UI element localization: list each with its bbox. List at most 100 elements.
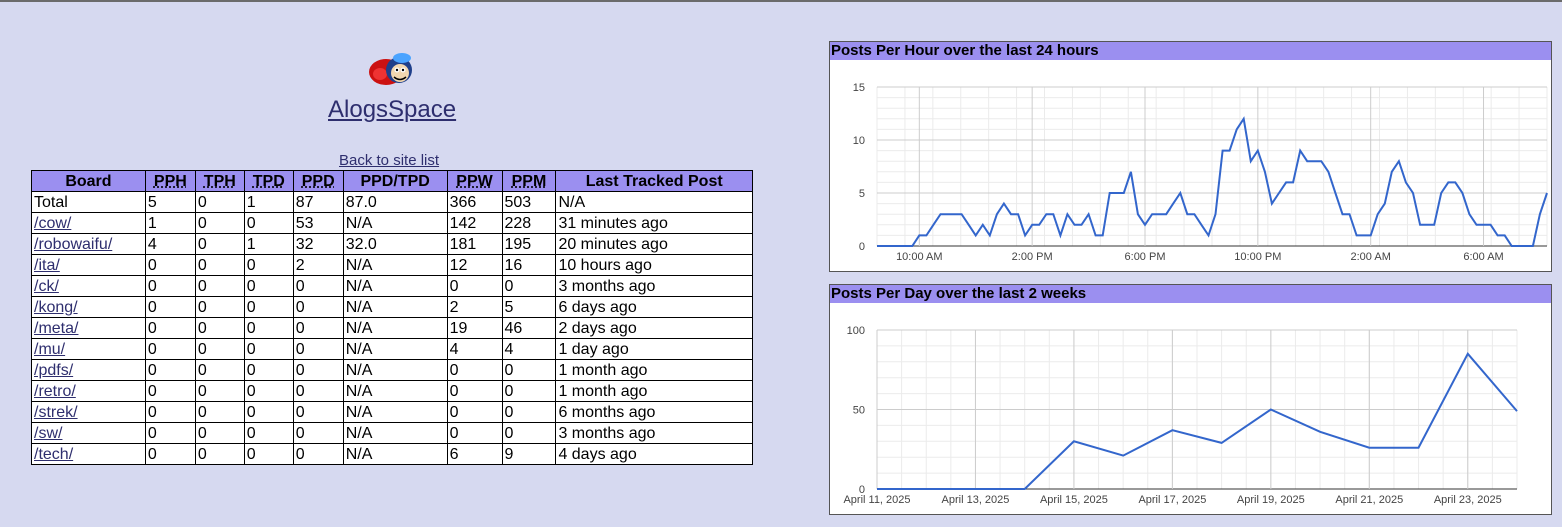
board-link[interactable]: /retro/	[34, 382, 76, 400]
table-cell: 0	[501, 401, 557, 423]
table-cell: 0	[144, 296, 196, 318]
posts-per-day-plot: 0 50 100 April 11, 2025 April 13, 2025 April …	[843, 325, 1518, 506]
board-link[interactable]: /ita/	[34, 256, 60, 274]
board-link[interactable]: /sw/	[34, 424, 63, 442]
table-cell: 0	[446, 275, 503, 297]
table-row: /robowaifu/4 0 1 32 32.0 181 195 20 minutes ago	[31, 233, 753, 255]
header-tpd[interactable]: TPD	[243, 170, 294, 192]
series-line	[877, 352, 1518, 490]
board-link[interactable]: /strek/	[34, 403, 78, 421]
top-border	[0, 0, 1562, 2]
board-link[interactable]: /ck/	[34, 277, 59, 295]
table-cell: /meta/	[31, 317, 146, 339]
board-link[interactable]: /robowaifu/	[34, 235, 113, 253]
table-cell: 0	[194, 296, 245, 318]
table-cell: 4	[501, 338, 557, 360]
table-cell: 1 month ago	[555, 380, 753, 402]
back-to-site-list-link[interactable]: Back to site list	[339, 152, 440, 169]
table-cell: 0	[446, 422, 503, 444]
table-cell: 0	[243, 254, 294, 276]
board-link[interactable]: /kong/	[34, 298, 78, 316]
header-pph[interactable]: PPH	[144, 170, 196, 192]
x-tick-label: April 17, 2025	[1138, 494, 1206, 506]
table-cell: 142	[446, 212, 503, 234]
table-cell: 0	[292, 275, 344, 297]
table-cell: 0	[194, 359, 245, 381]
table-cell: 0	[243, 317, 294, 339]
table-cell: 1	[243, 191, 294, 213]
table-cell: /tech/	[31, 443, 146, 465]
table-cell: 0	[194, 443, 245, 465]
table-cell: 0	[243, 443, 294, 465]
table-cell: 1	[243, 233, 294, 255]
table-cell: 0	[144, 359, 196, 381]
table-cell: N/A	[342, 380, 448, 402]
table-cell: 0	[243, 401, 294, 423]
chart-title: Posts Per Hour over the last 24 hours	[830, 42, 1551, 60]
table-cell: 0	[446, 401, 503, 423]
table-cell: 2	[446, 296, 503, 318]
x-tick-label: April 15, 2025	[1040, 494, 1108, 506]
table-row: /kong/0 0 0 0 N/A 2 5 6 days ago	[31, 296, 753, 318]
table-cell: 0	[292, 380, 344, 402]
header-ppm[interactable]: PPM	[501, 170, 557, 192]
table-cell: 228	[501, 212, 557, 234]
table-cell: 0	[194, 380, 245, 402]
site-title-link[interactable]: AlogsSpace	[328, 96, 457, 123]
table-cell: 0	[144, 401, 196, 423]
header-tph[interactable]: TPH	[194, 170, 245, 192]
table-cell: /strek/	[31, 401, 146, 423]
table-cell: 0	[194, 317, 245, 339]
table-cell: 6	[446, 443, 503, 465]
table-cell: 0	[144, 422, 196, 444]
table-cell: N/A	[342, 275, 448, 297]
table-row: Total 5 0 1 87 87.0 366 503 N/A	[31, 191, 753, 213]
table-cell: 1 day ago	[555, 338, 753, 360]
chart-title: Posts Per Day over the last 2 weeks	[830, 285, 1551, 303]
table-cell: 5	[501, 296, 557, 318]
table-cell: N/A	[342, 317, 448, 339]
x-tick-label: April 13, 2025	[942, 494, 1010, 506]
table-cell: 0	[292, 401, 344, 423]
table-cell: N/A	[342, 296, 448, 318]
table-row: /tech/0 0 0 0 N/A 6 9 4 days ago	[31, 443, 753, 465]
table-cell: 0	[292, 296, 344, 318]
table-cell: 0	[446, 380, 503, 402]
table-cell: 0	[144, 338, 196, 360]
board-link[interactable]: /pdfs/	[34, 361, 74, 379]
x-tick-label: April 21, 2025	[1335, 494, 1403, 506]
table-cell: 32.0	[342, 233, 448, 255]
table-cell: 53	[292, 212, 344, 234]
board-link[interactable]: /tech/	[34, 445, 74, 463]
x-tick-label: April 11, 2025	[843, 494, 910, 506]
table-cell: /sw/	[31, 422, 146, 444]
table-cell: 32	[292, 233, 344, 255]
table-cell: N/A	[342, 443, 448, 465]
table-cell: 20 minutes ago	[555, 233, 753, 255]
x-tick-label: April 19, 2025	[1237, 494, 1305, 506]
board-link[interactable]: /meta/	[34, 319, 79, 337]
board-link[interactable]: /cow/	[34, 214, 72, 232]
table-cell: 16	[501, 254, 557, 276]
mascot-logo-icon[interactable]	[366, 48, 418, 88]
table-cell: 503	[501, 191, 557, 213]
table-cell: N/A	[342, 338, 448, 360]
table-row: /pdfs/0 0 0 0 N/A 0 0 1 month ago	[31, 359, 753, 381]
board-link[interactable]: /mu/	[34, 340, 66, 358]
header-ppd[interactable]: PPD	[292, 170, 344, 192]
x-tick-label: 10:00 AM	[896, 251, 942, 263]
y-tick-label: 15	[853, 82, 865, 94]
table-cell: 4 days ago	[555, 443, 753, 465]
table-cell: /ita/	[31, 254, 146, 276]
table-cell: 0	[292, 338, 344, 360]
table-cell: 0	[243, 422, 294, 444]
table-cell: 0	[243, 275, 294, 297]
table-cell: 0	[194, 338, 245, 360]
y-tick-label: 0	[859, 241, 865, 253]
table-cell: 5	[144, 191, 196, 213]
table-cell: /ck/	[31, 275, 146, 297]
y-tick-label: 5	[859, 188, 865, 200]
header-ppw[interactable]: PPW	[446, 170, 503, 192]
table-row: /ita/0 0 0 2 N/A 12 16 10 hours ago	[31, 254, 753, 276]
series-line	[877, 116, 1548, 247]
